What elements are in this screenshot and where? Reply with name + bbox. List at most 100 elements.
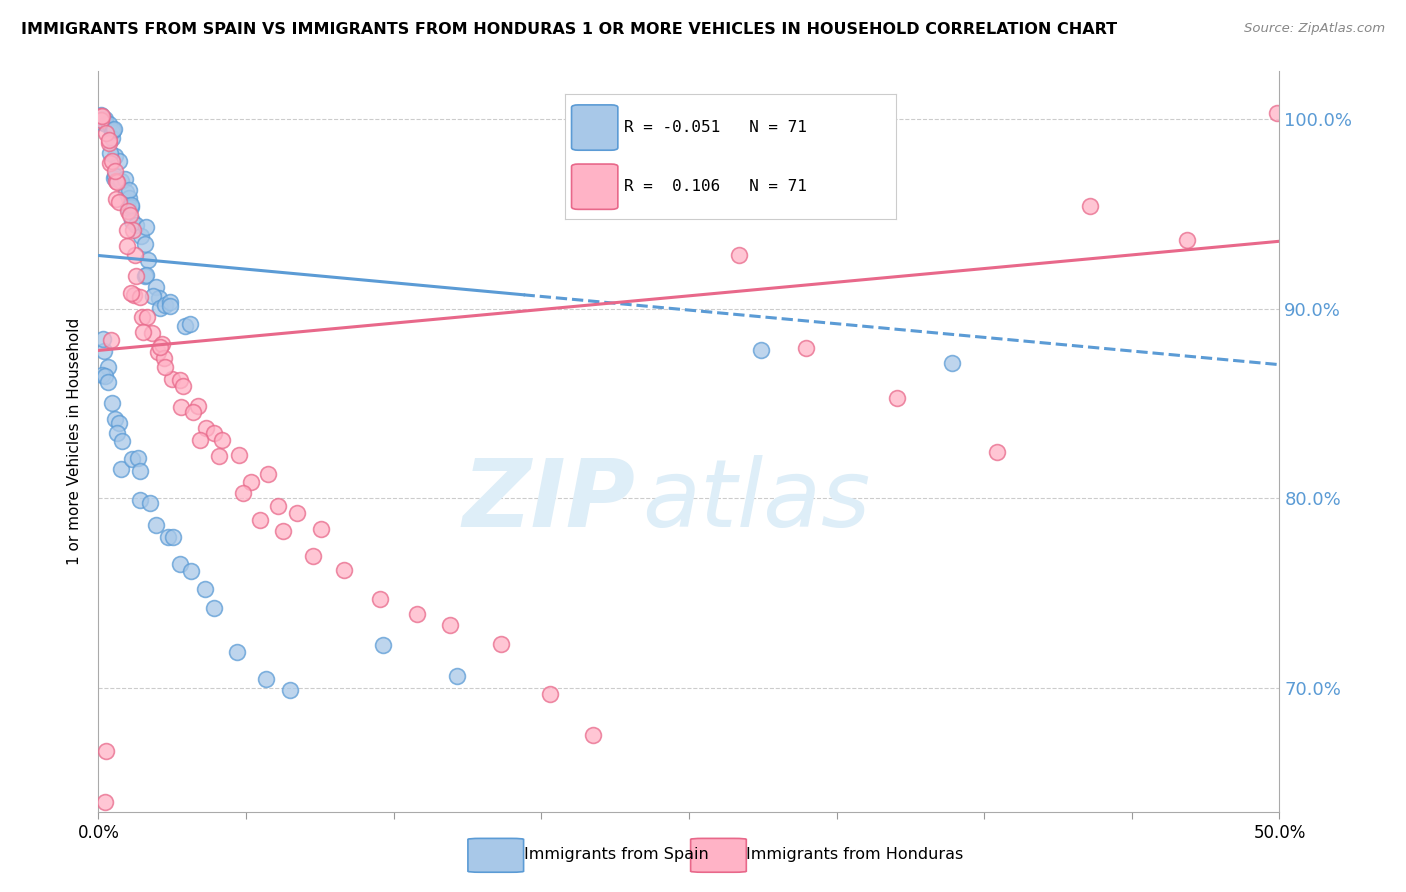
- Point: [169, 558, 191, 572]
- Point: [654, 184, 676, 198]
- Point: [97, 359, 120, 374]
- Point: [749, 343, 772, 358]
- Point: [142, 289, 165, 303]
- Point: [202, 601, 225, 615]
- Point: [302, 549, 325, 563]
- Point: [103, 122, 125, 136]
- Point: [186, 399, 208, 413]
- Point: [100, 333, 122, 347]
- Point: [169, 373, 191, 387]
- Point: [986, 444, 1008, 458]
- Point: [278, 683, 301, 698]
- Point: [1175, 233, 1198, 247]
- Point: [124, 218, 146, 232]
- Point: [90, 108, 112, 122]
- Point: [149, 340, 172, 354]
- Point: [91, 110, 114, 124]
- Point: [141, 326, 163, 340]
- Point: [93, 344, 115, 359]
- Point: [138, 253, 160, 268]
- Point: [104, 169, 127, 183]
- Point: [211, 434, 233, 448]
- Point: [145, 518, 167, 533]
- Point: [94, 127, 117, 141]
- Point: [145, 280, 167, 294]
- Point: [131, 310, 153, 325]
- Point: [97, 375, 120, 389]
- Point: [97, 117, 120, 131]
- Point: [104, 149, 127, 163]
- Point: [131, 326, 153, 340]
- Point: [114, 185, 136, 199]
- Point: [124, 248, 146, 262]
- Point: [90, 114, 112, 128]
- Point: [121, 214, 143, 228]
- Point: [105, 426, 128, 441]
- Point: [120, 208, 142, 222]
- Point: [156, 530, 179, 544]
- Point: [194, 582, 217, 597]
- Point: [108, 194, 131, 209]
- Point: [90, 112, 112, 127]
- Point: [267, 499, 290, 513]
- Point: [117, 202, 139, 216]
- Point: [155, 360, 177, 375]
- Point: [254, 672, 277, 686]
- Point: [110, 174, 132, 188]
- Point: [105, 173, 128, 187]
- Point: [368, 592, 391, 607]
- Point: [139, 496, 162, 510]
- Point: [180, 564, 202, 578]
- Point: [160, 372, 183, 386]
- Point: [152, 351, 174, 366]
- Point: [90, 109, 112, 123]
- Point: [117, 222, 139, 236]
- Point: [271, 524, 294, 538]
- Point: [129, 493, 152, 508]
- Text: atlas: atlas: [641, 455, 870, 546]
- Point: [110, 461, 132, 475]
- Point: [111, 434, 134, 449]
- Point: [101, 396, 124, 410]
- Point: [886, 392, 908, 406]
- Point: [153, 298, 176, 312]
- Point: [122, 288, 145, 302]
- Point: [446, 669, 468, 683]
- Point: [794, 341, 817, 355]
- Point: [728, 247, 751, 261]
- Point: [1265, 106, 1288, 120]
- Point: [406, 607, 429, 621]
- Point: [98, 155, 121, 169]
- Point: [582, 728, 605, 742]
- Point: [118, 191, 141, 205]
- Point: [941, 357, 963, 371]
- Point: [159, 299, 181, 313]
- Point: [120, 200, 142, 214]
- Point: [257, 467, 280, 481]
- Point: [172, 379, 194, 393]
- Point: [249, 513, 271, 527]
- Point: [173, 319, 195, 334]
- Point: [94, 112, 117, 126]
- Point: [170, 400, 193, 414]
- Point: [371, 638, 394, 652]
- Point: [135, 219, 157, 234]
- Point: [90, 368, 112, 382]
- Point: [115, 239, 138, 253]
- Point: [148, 291, 170, 305]
- Point: [94, 795, 117, 809]
- Point: [134, 269, 156, 284]
- Point: [1078, 199, 1101, 213]
- Text: IMMIGRANTS FROM SPAIN VS IMMIGRANTS FROM HONDURAS 1 OR MORE VEHICLES IN HOUSEHOL: IMMIGRANTS FROM SPAIN VS IMMIGRANTS FROM…: [21, 22, 1118, 37]
- Point: [94, 117, 117, 131]
- Point: [159, 294, 181, 309]
- Point: [103, 171, 125, 186]
- Y-axis label: 1 or more Vehicles in Household: 1 or more Vehicles in Household: [67, 318, 83, 566]
- Point: [439, 618, 461, 632]
- Point: [540, 687, 562, 701]
- Point: [208, 449, 231, 463]
- Point: [98, 145, 121, 160]
- Point: [181, 404, 204, 418]
- FancyBboxPatch shape: [690, 838, 747, 872]
- Point: [194, 421, 217, 435]
